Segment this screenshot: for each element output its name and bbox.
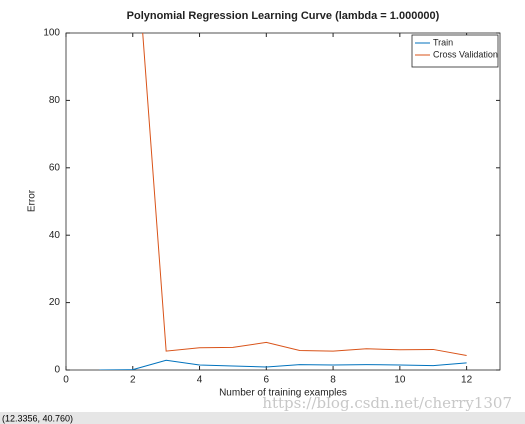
x-axis-label: Number of training examples	[219, 388, 347, 399]
status-text: (12.3356, 40.760)	[2, 413, 73, 423]
plot-area	[65, 32, 501, 371]
y-tick-label: 20	[49, 297, 61, 308]
line-series	[142, 33, 467, 357]
x-tick-label: 6	[264, 375, 270, 386]
status-bar	[0, 412, 525, 424]
x-tick-label: 2	[130, 375, 136, 386]
x-tick-label: 0	[63, 375, 69, 386]
legend-box	[411, 34, 499, 68]
y-tick-label: 100	[43, 28, 60, 39]
y-tick-label: 60	[49, 162, 61, 173]
x-tick-label: 10	[394, 375, 406, 386]
plot-lines	[99, 33, 467, 370]
x-tick-label: 4	[197, 375, 203, 386]
legend-label: Cross Validation	[433, 49, 498, 59]
y-tick-label: 0	[54, 365, 60, 376]
legend-label: Train	[433, 37, 453, 47]
x-tick-label: 8	[330, 375, 336, 386]
x-tick-label: 12	[461, 375, 473, 386]
chart-title: Polynomial Regression Learning Curve (la…	[127, 10, 440, 22]
y-axis-label: Error	[27, 189, 38, 212]
y-tick-label: 80	[49, 95, 61, 106]
y-tick-label: 40	[49, 230, 61, 241]
watermark: https://blog.csdn.net/cherry1307	[262, 394, 512, 412]
line-series	[99, 359, 467, 370]
